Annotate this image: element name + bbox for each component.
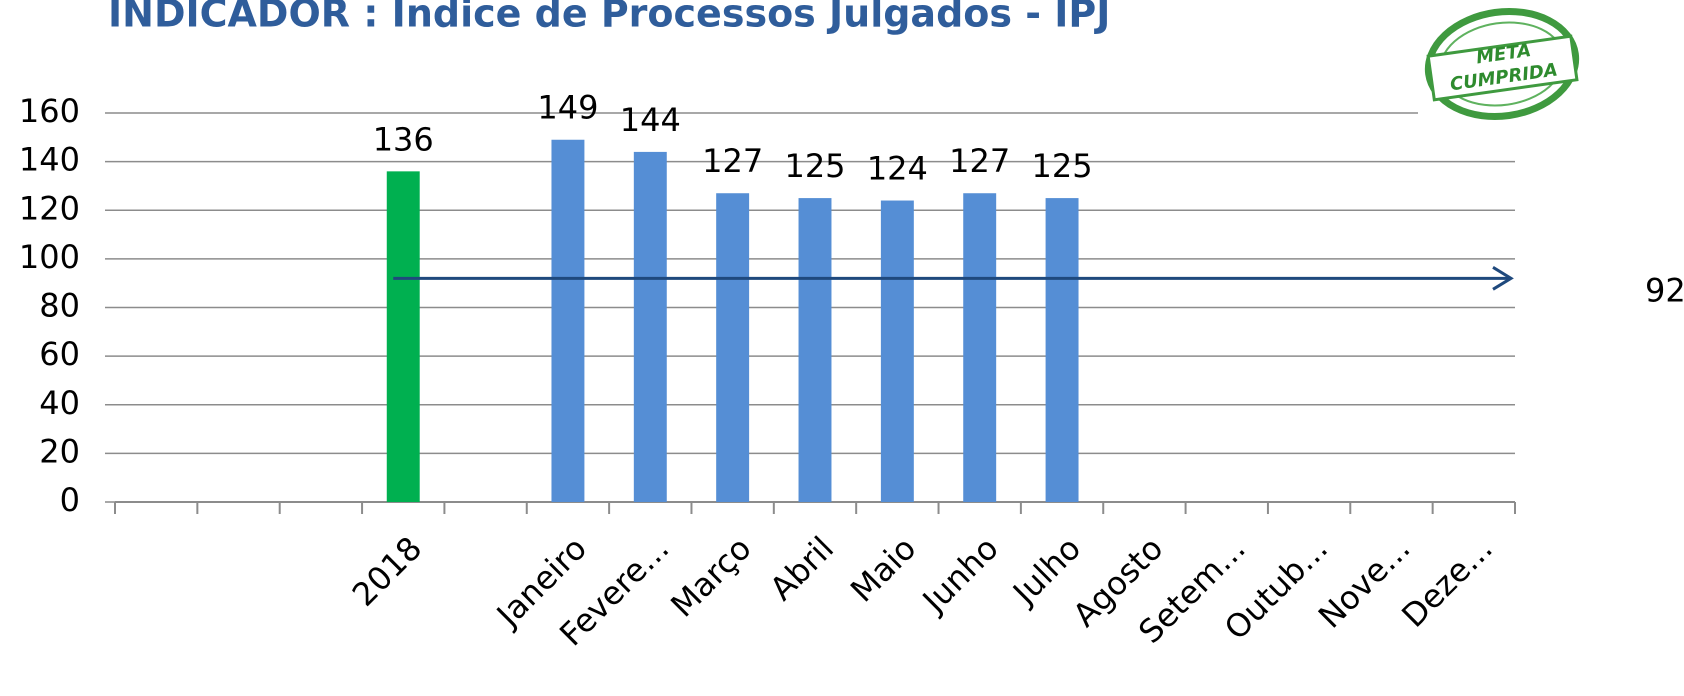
data-label: 124 bbox=[867, 150, 928, 188]
y-tick-label: 40 bbox=[39, 384, 80, 422]
bar bbox=[386, 171, 420, 502]
data-label: 125 bbox=[1032, 147, 1093, 185]
x-tick-label: Deze... bbox=[1394, 529, 1500, 635]
data-label: 127 bbox=[949, 142, 1010, 180]
x-tick-label: Junho bbox=[914, 529, 1006, 621]
y-tick-label: 100 bbox=[19, 238, 80, 276]
bar bbox=[798, 198, 832, 502]
data-label: 127 bbox=[702, 142, 763, 180]
y-tick-label: 60 bbox=[39, 335, 80, 373]
target-arrowhead bbox=[1492, 266, 1514, 291]
bar bbox=[1045, 198, 1079, 502]
stamp-ring bbox=[1424, 7, 1580, 121]
x-tick-label: Maio bbox=[843, 529, 923, 609]
x-tick-label: Abril bbox=[762, 529, 841, 608]
data-label: 149 bbox=[537, 89, 598, 127]
target-label: 92 bbox=[1645, 271, 1684, 309]
stamp-band bbox=[1426, 34, 1579, 102]
bar bbox=[963, 193, 997, 502]
data-label: 136 bbox=[373, 120, 434, 158]
y-tick-label: 160 bbox=[19, 92, 80, 130]
x-tick-label: 2018 bbox=[345, 529, 429, 613]
y-tick-label: 140 bbox=[19, 141, 80, 179]
chart-title: INDICADOR : Índice de Processos Julgados… bbox=[108, 0, 1110, 36]
data-label: 125 bbox=[784, 147, 845, 185]
y-tick-label: 20 bbox=[39, 432, 80, 470]
bar bbox=[716, 193, 750, 502]
y-tick-label: 80 bbox=[39, 287, 80, 325]
x-tick-label: Nove... bbox=[1311, 529, 1418, 636]
y-tick-label: 0 bbox=[60, 481, 80, 519]
x-tick-label: Março bbox=[663, 529, 758, 624]
y-tick-label: 120 bbox=[19, 189, 80, 227]
bar bbox=[880, 200, 914, 502]
data-label: 144 bbox=[620, 101, 681, 139]
bar bbox=[633, 151, 667, 502]
bar bbox=[551, 139, 585, 502]
